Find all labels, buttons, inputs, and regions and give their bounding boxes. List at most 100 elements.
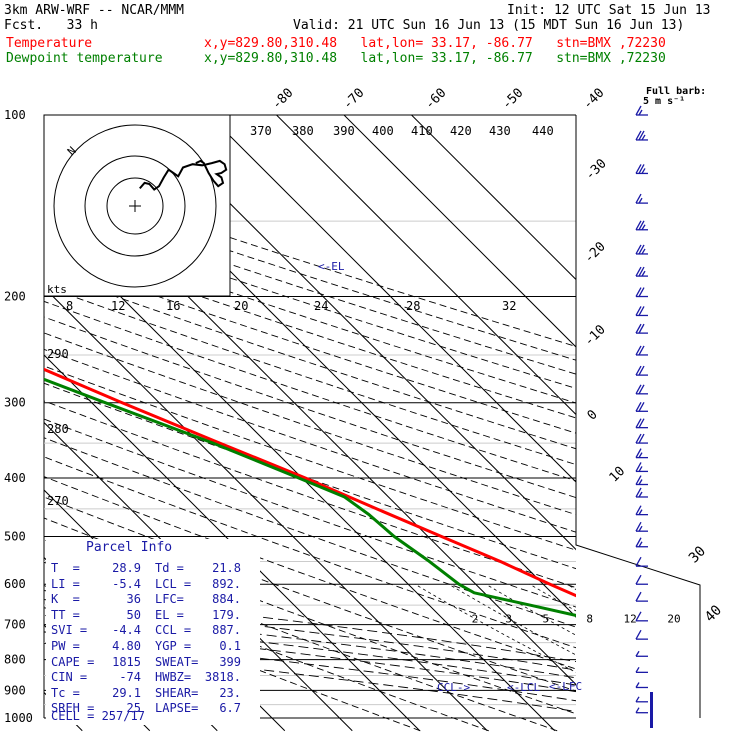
surface-wind-marker bbox=[650, 692, 653, 728]
parcel-label: SREH = bbox=[51, 701, 95, 716]
pressure-tick-label: 700 bbox=[4, 618, 26, 632]
parcel-info-row: CAPE = 1815 SWEAT= 399 bbox=[51, 655, 256, 670]
dry-adiabat bbox=[44, 400, 576, 589]
parcel-value: 179. bbox=[212, 607, 241, 622]
wind-barb bbox=[635, 682, 648, 689]
isotherm-line bbox=[44, 354, 421, 732]
parcel-info-row: PW = 4.80 YGP = 0.1 bbox=[51, 639, 256, 654]
parcel-label: EL = bbox=[155, 607, 184, 622]
wind-barb-full bbox=[638, 323, 645, 334]
wind-barb-full bbox=[638, 418, 645, 428]
wind-barb bbox=[635, 306, 648, 317]
wind-barb-full bbox=[638, 164, 645, 174]
parcel-value: 6.7 bbox=[219, 701, 241, 716]
wind-barb-full bbox=[638, 433, 645, 444]
wind-barb-half bbox=[635, 650, 640, 657]
dry-adiabat bbox=[44, 348, 576, 533]
pressure-tick-label: 200 bbox=[4, 290, 26, 304]
wind-barb-half bbox=[641, 168, 646, 174]
wind-barb bbox=[635, 418, 648, 429]
parcel-info-row: SVI = -4.4 CCL = 887. bbox=[51, 623, 256, 638]
wind-barb-full bbox=[635, 323, 642, 334]
wind-barb-full bbox=[638, 306, 645, 316]
isotherm-top-label: -80 bbox=[269, 86, 296, 113]
mixing-ratio-label: 12 bbox=[623, 613, 636, 626]
wind-barb bbox=[635, 611, 648, 622]
theta-label: 390 bbox=[333, 124, 355, 138]
isotherm-line bbox=[208, 115, 576, 483]
wind-barb-half bbox=[638, 525, 643, 532]
parcel-info-row: SREH = 25 LAPSE= 6.7 bbox=[51, 701, 256, 716]
parcel-label: LAPSE= bbox=[155, 701, 199, 716]
parcel-info-title: Parcel Info bbox=[86, 540, 173, 555]
parcel-label: T = bbox=[51, 561, 80, 575]
temperature-profile bbox=[44, 367, 576, 598]
cell-motion: CELL = 257/17 bbox=[51, 709, 145, 723]
pressure-tick-label: 300 bbox=[4, 396, 26, 410]
wind-barb bbox=[635, 220, 648, 231]
dewpoint-legend-label: Dewpoint temperature bbox=[6, 51, 163, 66]
wind-barb-half bbox=[641, 270, 646, 277]
wind-barb bbox=[635, 384, 648, 395]
wind-barb-half bbox=[638, 197, 643, 204]
parcel-value: -74 bbox=[119, 670, 141, 685]
mixing-ratio-label: 20 bbox=[667, 613, 680, 626]
hodograph-ring bbox=[106, 177, 164, 235]
model-title: 3km ARW-WRF -- NCAR/MMM bbox=[4, 3, 185, 18]
isotherm-side-label: -30 bbox=[583, 156, 610, 183]
wind-barb-full bbox=[635, 287, 642, 297]
wind-barb-full bbox=[635, 105, 642, 116]
hodograph-ring-label: 16 bbox=[166, 299, 180, 313]
theta-label: 280 bbox=[47, 422, 69, 436]
wind-barb bbox=[635, 323, 648, 334]
parcel-label: K = bbox=[51, 592, 80, 607]
wind-barb-full bbox=[635, 220, 642, 231]
wind-barb-full bbox=[638, 345, 645, 356]
parcel-value: -5.4 bbox=[112, 576, 141, 591]
dry-adiabat bbox=[44, 584, 421, 732]
wind-barb bbox=[635, 345, 648, 356]
wind-barb-half bbox=[635, 667, 640, 673]
parcel-label: YGP = bbox=[155, 639, 192, 653]
moist-adiabat bbox=[44, 621, 576, 693]
theta-label: 290 bbox=[47, 347, 69, 361]
theta-label: 270 bbox=[47, 494, 69, 508]
wind-barb-full bbox=[635, 244, 642, 255]
dry-adiabat bbox=[44, 214, 576, 389]
wind-barb-full bbox=[635, 384, 642, 395]
wind-barb-half bbox=[638, 509, 643, 515]
dry-adiabat bbox=[44, 332, 576, 516]
wind-barb bbox=[635, 266, 648, 277]
wind-barb-half bbox=[638, 541, 643, 548]
parcel-value: 887. bbox=[212, 623, 241, 638]
dry-adiabat bbox=[44, 437, 576, 628]
dry-adiabat bbox=[44, 418, 576, 608]
parcel-info-row: Tc = 29.1 SHEAR= 23. bbox=[51, 686, 256, 701]
wind-barb bbox=[635, 650, 648, 657]
ccl-marker: CCL-> bbox=[437, 681, 470, 694]
init-time: Init: 12 UTC Sat 15 Jun 13 bbox=[507, 3, 711, 18]
mixing-ratio-label: 2 bbox=[472, 613, 479, 626]
mixing-ratio-label: 5 bbox=[542, 613, 549, 626]
parcel-value: 399 bbox=[219, 654, 241, 669]
theta-label: 430 bbox=[489, 124, 511, 138]
wind-barb bbox=[635, 244, 648, 255]
pressure-tick-label: 100 bbox=[4, 108, 26, 122]
isotherm-line bbox=[343, 115, 576, 348]
parcel-value: 892. bbox=[212, 576, 241, 591]
parcel-value: 50 bbox=[126, 607, 141, 622]
lfc-marker: <-LFC bbox=[549, 680, 582, 693]
dry-adiabat bbox=[44, 316, 576, 499]
wind-barb-full bbox=[635, 433, 642, 444]
wind-barb-full bbox=[638, 287, 645, 297]
wind-barb-full bbox=[635, 611, 642, 622]
parcel-label: LFC= bbox=[155, 592, 184, 607]
pressure-tick-label: 500 bbox=[4, 529, 26, 543]
hodograph-ring-label: 32 bbox=[502, 299, 516, 313]
hodograph-trace bbox=[139, 159, 228, 191]
parcel-label: Tc = bbox=[51, 685, 80, 700]
wind-barb-half bbox=[641, 248, 646, 255]
full-barb-label: Full barb: bbox=[646, 86, 706, 97]
isotherm-top-label: -50 bbox=[499, 86, 526, 113]
